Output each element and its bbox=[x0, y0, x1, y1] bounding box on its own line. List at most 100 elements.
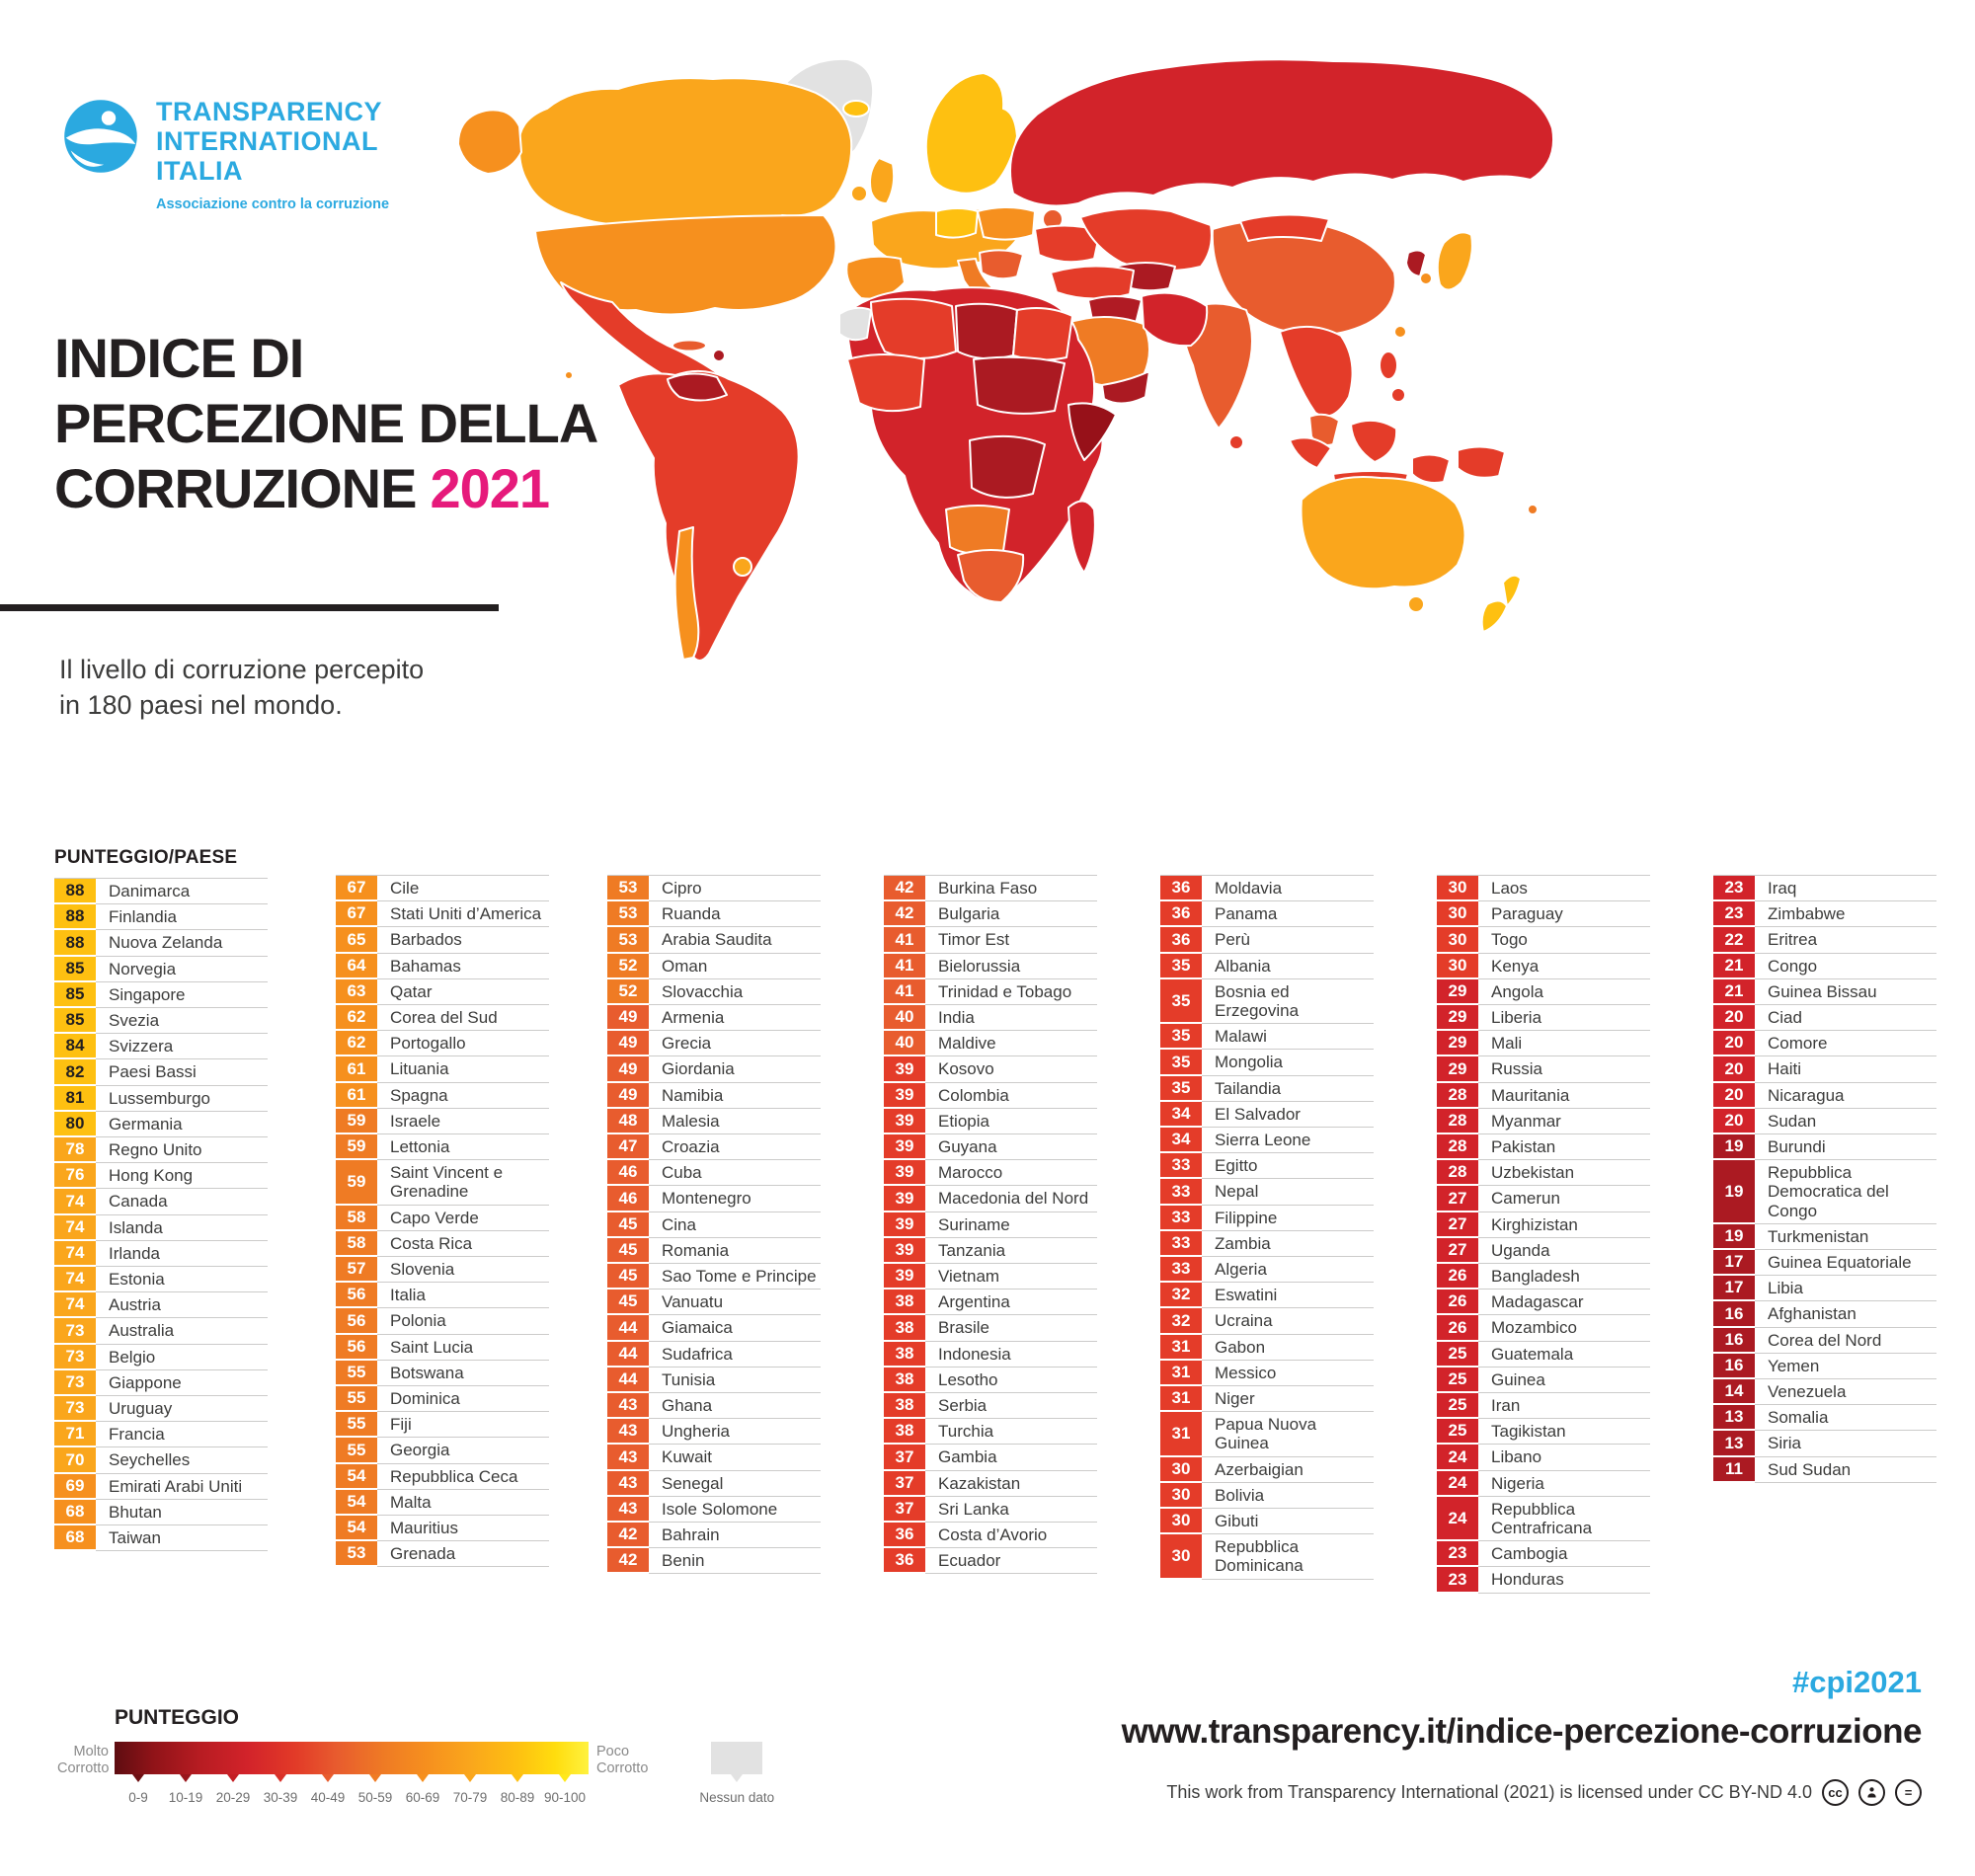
country-name: Guinea bbox=[1478, 1368, 1650, 1394]
country-name: Comore bbox=[1755, 1031, 1936, 1057]
country-row: 39 Marocco bbox=[884, 1160, 1097, 1187]
country-name: Arabia Saudita bbox=[649, 927, 821, 954]
country-name: Burkina Faso bbox=[925, 876, 1097, 902]
country-row: 39 Tanzania bbox=[884, 1237, 1097, 1265]
region-uruguay bbox=[733, 557, 752, 577]
region-ireland bbox=[850, 185, 868, 202]
country-row: 68 Bhutan bbox=[54, 1499, 268, 1526]
country-name: Grecia bbox=[649, 1031, 821, 1057]
country-name: Sudan bbox=[1755, 1109, 1936, 1135]
legend-gradient-bar bbox=[115, 1742, 589, 1774]
country-name: Zimbabwe bbox=[1755, 901, 1936, 928]
score-chip: 43 bbox=[607, 1445, 649, 1469]
score-chip: 34 bbox=[1160, 1128, 1202, 1152]
score-chip: 13 bbox=[1713, 1431, 1755, 1455]
score-chip: 52 bbox=[607, 978, 649, 1004]
score-chip: 42 bbox=[607, 1523, 649, 1547]
score-chip: 54 bbox=[336, 1489, 377, 1515]
country-row: 29 Russia bbox=[1437, 1056, 1650, 1083]
score-column-3: 53 Cipro 53 Ruanda 53 Arabia Saudita 52 Oman 52 S… bbox=[607, 875, 821, 1575]
country-name: Canada bbox=[96, 1189, 268, 1215]
country-name: Moldavia bbox=[1202, 876, 1374, 902]
country-row: 43 Isole Solomone bbox=[607, 1496, 821, 1524]
region-south-america bbox=[617, 369, 800, 662]
score-chip: 23 bbox=[1437, 1541, 1478, 1566]
country-name: Barbados bbox=[377, 927, 549, 954]
country-row: 38 Argentina bbox=[884, 1290, 1097, 1316]
country-name: Slovenia bbox=[377, 1257, 549, 1284]
score-chip: 46 bbox=[607, 1160, 649, 1185]
country-name: Dominica bbox=[377, 1386, 549, 1413]
country-name: Georgia bbox=[377, 1438, 549, 1464]
country-name: Austria bbox=[96, 1292, 268, 1319]
country-name: Togo bbox=[1478, 927, 1650, 954]
country-row: 55 Georgia bbox=[336, 1438, 549, 1464]
country-name: Iran bbox=[1478, 1393, 1650, 1420]
score-chip: 49 bbox=[607, 1031, 649, 1055]
score-chip: 67 bbox=[336, 876, 377, 900]
tick-label: 10-19 bbox=[168, 1790, 203, 1805]
legend-tick: 20-29 bbox=[209, 1774, 257, 1805]
country-row: 42 Bahrain bbox=[607, 1523, 821, 1549]
country-row: 73 Uruguay bbox=[54, 1396, 268, 1423]
tick-marker-icon bbox=[559, 1774, 571, 1782]
score-chip: 69 bbox=[54, 1473, 96, 1498]
country-row: 49 Giordania bbox=[607, 1056, 821, 1083]
country-name: Bolivia bbox=[1202, 1483, 1374, 1510]
country-name: Timor Est bbox=[925, 927, 1097, 954]
score-chip: 62 bbox=[336, 1031, 377, 1055]
score-chip: 29 bbox=[1437, 1031, 1478, 1055]
score-chip: 73 bbox=[54, 1318, 96, 1343]
country-row: 88 Nuova Zelanda bbox=[54, 930, 268, 957]
country-name: Spagna bbox=[377, 1083, 549, 1109]
country-row: 35 Bosnia ed Erzegovina bbox=[1160, 978, 1374, 1025]
country-row: 84 Svizzera bbox=[54, 1034, 268, 1060]
site-url[interactable]: www.transparency.it/indice-percezione-co… bbox=[1121, 1712, 1923, 1751]
score-chip: 53 bbox=[607, 927, 649, 952]
region-hawaii bbox=[564, 370, 574, 380]
country-name: Panama bbox=[1202, 901, 1374, 928]
country-row: 26 Mozambico bbox=[1437, 1315, 1650, 1342]
country-row: 28 Mauritania bbox=[1437, 1082, 1650, 1109]
country-row: 28 Uzbekistan bbox=[1437, 1160, 1650, 1187]
country-row: 19 Turkmenistan bbox=[1713, 1223, 1936, 1251]
country-name: Grenada bbox=[377, 1541, 549, 1568]
score-chip: 44 bbox=[607, 1315, 649, 1340]
tick-label: 20-29 bbox=[215, 1790, 251, 1805]
region-fiji bbox=[1527, 504, 1539, 515]
country-name: Guyana bbox=[925, 1134, 1097, 1161]
score-chip: 38 bbox=[884, 1341, 925, 1366]
country-name: Croazia bbox=[649, 1134, 821, 1161]
legend-tick: 60-69 bbox=[399, 1774, 446, 1805]
score-chip: 16 bbox=[1713, 1353, 1755, 1378]
title-line-3: CORRUZIONE 2021 bbox=[54, 456, 597, 521]
column-rows-4: 42 Burkina Faso 42 Bulgaria 41 Timor Est 41 Bie… bbox=[884, 875, 1097, 1575]
score-chip: 64 bbox=[336, 953, 377, 977]
score-chip: 47 bbox=[607, 1134, 649, 1159]
score-chip: 41 bbox=[884, 953, 925, 977]
country-name: Lituania bbox=[377, 1056, 549, 1083]
score-chip: 20 bbox=[1713, 1005, 1755, 1030]
country-row: 30 Azerbaigian bbox=[1160, 1456, 1374, 1483]
score-chip: 17 bbox=[1713, 1250, 1755, 1275]
country-row: 30 Kenya bbox=[1437, 953, 1650, 979]
country-row: 34 El Salvador bbox=[1160, 1101, 1374, 1129]
score-chip: 33 bbox=[1160, 1205, 1202, 1229]
country-name: Portogallo bbox=[377, 1031, 549, 1057]
country-row: 23 Cambogia bbox=[1437, 1541, 1650, 1568]
country-row: 68 Taiwan bbox=[54, 1525, 268, 1552]
score-chip: 25 bbox=[1437, 1341, 1478, 1366]
country-name: Zambia bbox=[1202, 1231, 1374, 1258]
score-chip: 31 bbox=[1160, 1360, 1202, 1385]
title-line-2: PERCEZIONE DELLA bbox=[54, 392, 598, 455]
country-row: 53 Arabia Saudita bbox=[607, 927, 821, 954]
country-name: Tailandia bbox=[1202, 1076, 1374, 1102]
country-name: Lussemburgo bbox=[96, 1086, 268, 1112]
country-row: 30 Repubblica Dominicana bbox=[1160, 1534, 1374, 1580]
country-name: Nuova Zelanda bbox=[96, 930, 268, 957]
ti-logo-block: TRANSPARENCY INTERNATIONAL ITALIA Associ… bbox=[61, 97, 389, 212]
country-row: 30 Gibuti bbox=[1160, 1509, 1374, 1535]
country-name: Sri Lanka bbox=[925, 1497, 1097, 1524]
country-row: 65 Barbados bbox=[336, 927, 549, 954]
score-column-2: 67 Cile 67 Stati Uniti d’America 65 Barbados 6… bbox=[336, 875, 549, 1568]
